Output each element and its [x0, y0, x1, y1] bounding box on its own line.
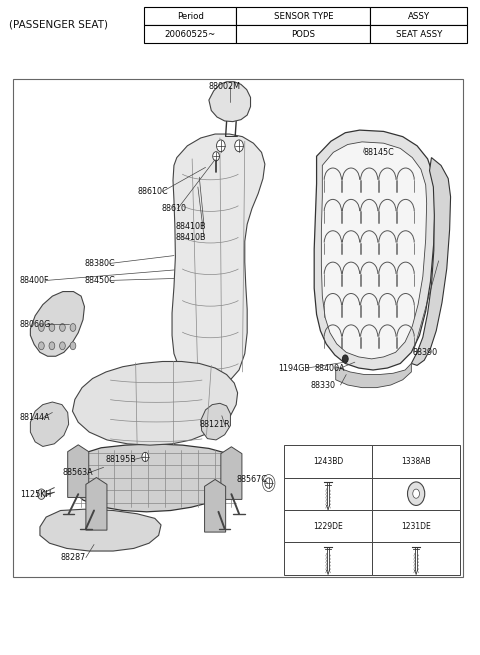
- Polygon shape: [40, 509, 161, 551]
- Circle shape: [142, 453, 149, 462]
- Circle shape: [213, 152, 219, 161]
- Text: 1338AB: 1338AB: [401, 457, 431, 466]
- Circle shape: [60, 342, 65, 350]
- Text: 88400A: 88400A: [314, 364, 345, 373]
- Circle shape: [235, 140, 243, 152]
- Circle shape: [70, 342, 76, 350]
- Polygon shape: [221, 447, 242, 499]
- Text: (PASSENGER SEAT): (PASSENGER SEAT): [9, 19, 108, 29]
- Polygon shape: [322, 142, 427, 359]
- Bar: [372, 510, 460, 542]
- Polygon shape: [68, 445, 89, 497]
- Bar: [236, 25, 371, 43]
- Bar: [284, 477, 372, 510]
- Bar: [284, 510, 372, 542]
- Polygon shape: [209, 82, 251, 122]
- Text: SENSOR TYPE: SENSOR TYPE: [274, 12, 333, 21]
- Text: 88567C: 88567C: [236, 475, 267, 483]
- Polygon shape: [204, 479, 226, 532]
- Text: 1194GB: 1194GB: [278, 364, 310, 373]
- Bar: [284, 445, 372, 477]
- Text: 88410B: 88410B: [175, 221, 206, 231]
- Text: 88450C: 88450C: [84, 276, 115, 285]
- Bar: [236, 7, 371, 25]
- Text: 88144A: 88144A: [20, 413, 50, 422]
- Bar: [372, 542, 460, 574]
- Bar: [144, 25, 236, 43]
- Text: 88390: 88390: [412, 348, 437, 357]
- Polygon shape: [72, 362, 238, 445]
- Text: 88400F: 88400F: [20, 276, 49, 285]
- Text: 88121R: 88121R: [199, 420, 230, 429]
- Polygon shape: [336, 364, 411, 388]
- Text: 88287: 88287: [60, 553, 86, 562]
- Bar: [144, 7, 236, 25]
- Text: 20060525~: 20060525~: [165, 29, 216, 39]
- Bar: [372, 445, 460, 477]
- Text: 1229DE: 1229DE: [313, 521, 343, 531]
- Polygon shape: [30, 402, 69, 447]
- Text: 88563A: 88563A: [63, 468, 94, 477]
- Circle shape: [70, 324, 76, 331]
- Text: 1243BD: 1243BD: [313, 457, 343, 466]
- Bar: [371, 7, 468, 25]
- Text: 88002M: 88002M: [209, 83, 240, 92]
- Text: SEAT ASSY: SEAT ASSY: [396, 29, 442, 39]
- Bar: [372, 477, 460, 510]
- Circle shape: [37, 489, 45, 499]
- Circle shape: [408, 482, 425, 506]
- Text: 88145C: 88145C: [363, 148, 394, 157]
- Polygon shape: [30, 291, 84, 356]
- Circle shape: [216, 140, 225, 152]
- Text: 88610: 88610: [161, 204, 186, 213]
- Text: 1125KH: 1125KH: [20, 490, 51, 498]
- Circle shape: [342, 355, 348, 363]
- Polygon shape: [172, 134, 265, 386]
- Text: 88410B: 88410B: [175, 233, 206, 242]
- Circle shape: [413, 489, 420, 498]
- Polygon shape: [411, 158, 451, 365]
- Circle shape: [38, 324, 44, 331]
- Text: 88380C: 88380C: [84, 259, 115, 268]
- Polygon shape: [69, 444, 239, 512]
- Text: 88195B: 88195B: [106, 455, 137, 464]
- Text: 88060G: 88060G: [20, 320, 51, 329]
- Circle shape: [49, 324, 55, 331]
- Text: 1231DE: 1231DE: [401, 521, 431, 531]
- Polygon shape: [201, 403, 230, 440]
- Text: PODS: PODS: [291, 29, 315, 39]
- Text: Period: Period: [177, 12, 204, 21]
- Circle shape: [49, 342, 55, 350]
- Text: ASSY: ASSY: [408, 12, 430, 21]
- Circle shape: [38, 342, 44, 350]
- Text: 88610C: 88610C: [137, 187, 168, 196]
- Polygon shape: [314, 130, 435, 370]
- Text: 88330: 88330: [311, 381, 336, 390]
- Circle shape: [60, 324, 65, 331]
- Bar: [371, 25, 468, 43]
- Circle shape: [265, 478, 273, 488]
- Bar: [284, 542, 372, 574]
- Polygon shape: [86, 477, 107, 530]
- Bar: [12, 79, 463, 577]
